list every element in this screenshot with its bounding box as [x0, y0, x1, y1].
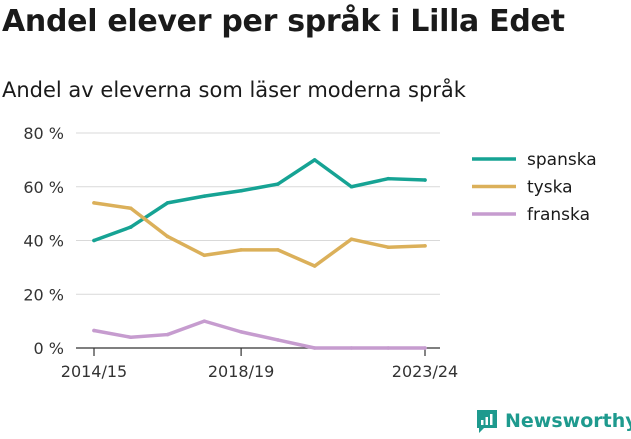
- data-point-spanska: [423, 178, 427, 182]
- data-point-tyska: [312, 264, 317, 268]
- y-tick-label: 40 %: [23, 232, 64, 251]
- y-tick-label: 80 %: [23, 124, 64, 143]
- brand-name: Newsworthy: [505, 410, 631, 432]
- data-point-tyska: [92, 201, 96, 205]
- chart-title: Andel elever per språk i Lilla Edet: [2, 4, 565, 39]
- data-point-franska: [276, 338, 280, 342]
- series-line-tyska: [92, 201, 427, 268]
- data-point-franska: [92, 328, 96, 333]
- data-point-spanska: [386, 176, 391, 181]
- data-point-tyska: [349, 237, 354, 241]
- y-tick-label: 60 %: [23, 178, 64, 197]
- y-tick-label: 0 %: [34, 339, 64, 358]
- data-point-tyska: [276, 248, 280, 252]
- x-tick-label: 2023/24: [392, 362, 458, 381]
- data-point-tyska: [128, 206, 133, 211]
- legend-label-franska: franska: [527, 205, 590, 225]
- data-point-franska: [386, 346, 391, 350]
- y-tick-label: 20 %: [23, 285, 64, 304]
- data-point-franska: [165, 332, 170, 337]
- data-point-franska: [349, 346, 354, 350]
- legend-label-tyska: tyska: [527, 178, 573, 198]
- chart-subtitle: Andel av eleverna som läser moderna språ…: [2, 78, 466, 102]
- data-point-franska: [312, 346, 317, 350]
- data-point-spanska: [239, 188, 243, 193]
- data-point-spanska: [349, 184, 354, 189]
- data-point-franska: [423, 346, 427, 350]
- data-point-spanska: [312, 158, 317, 162]
- series-line-franska: [92, 319, 427, 350]
- series-line-spanska: [92, 158, 427, 243]
- data-point-tyska: [202, 253, 207, 258]
- data-point-franska: [202, 319, 207, 323]
- data-point-tyska: [386, 245, 391, 250]
- data-point-tyska: [239, 248, 243, 252]
- data-point-spanska: [92, 238, 96, 243]
- brand: Newsworthy: [475, 408, 631, 434]
- data-point-tyska: [165, 234, 170, 239]
- newsworthy-logo-icon: [477, 410, 497, 433]
- data-point-spanska: [202, 194, 207, 198]
- data-point-franska: [239, 330, 243, 334]
- data-point-franska: [128, 335, 133, 340]
- data-point-spanska: [165, 201, 170, 205]
- x-tick-label: 2014/15: [61, 362, 127, 381]
- data-point-tyska: [423, 244, 427, 248]
- legend-label-spanska: spanska: [527, 150, 597, 170]
- x-tick-label: 2018/19: [208, 362, 274, 381]
- data-point-spanska: [276, 182, 280, 186]
- data-point-spanska: [128, 225, 133, 229]
